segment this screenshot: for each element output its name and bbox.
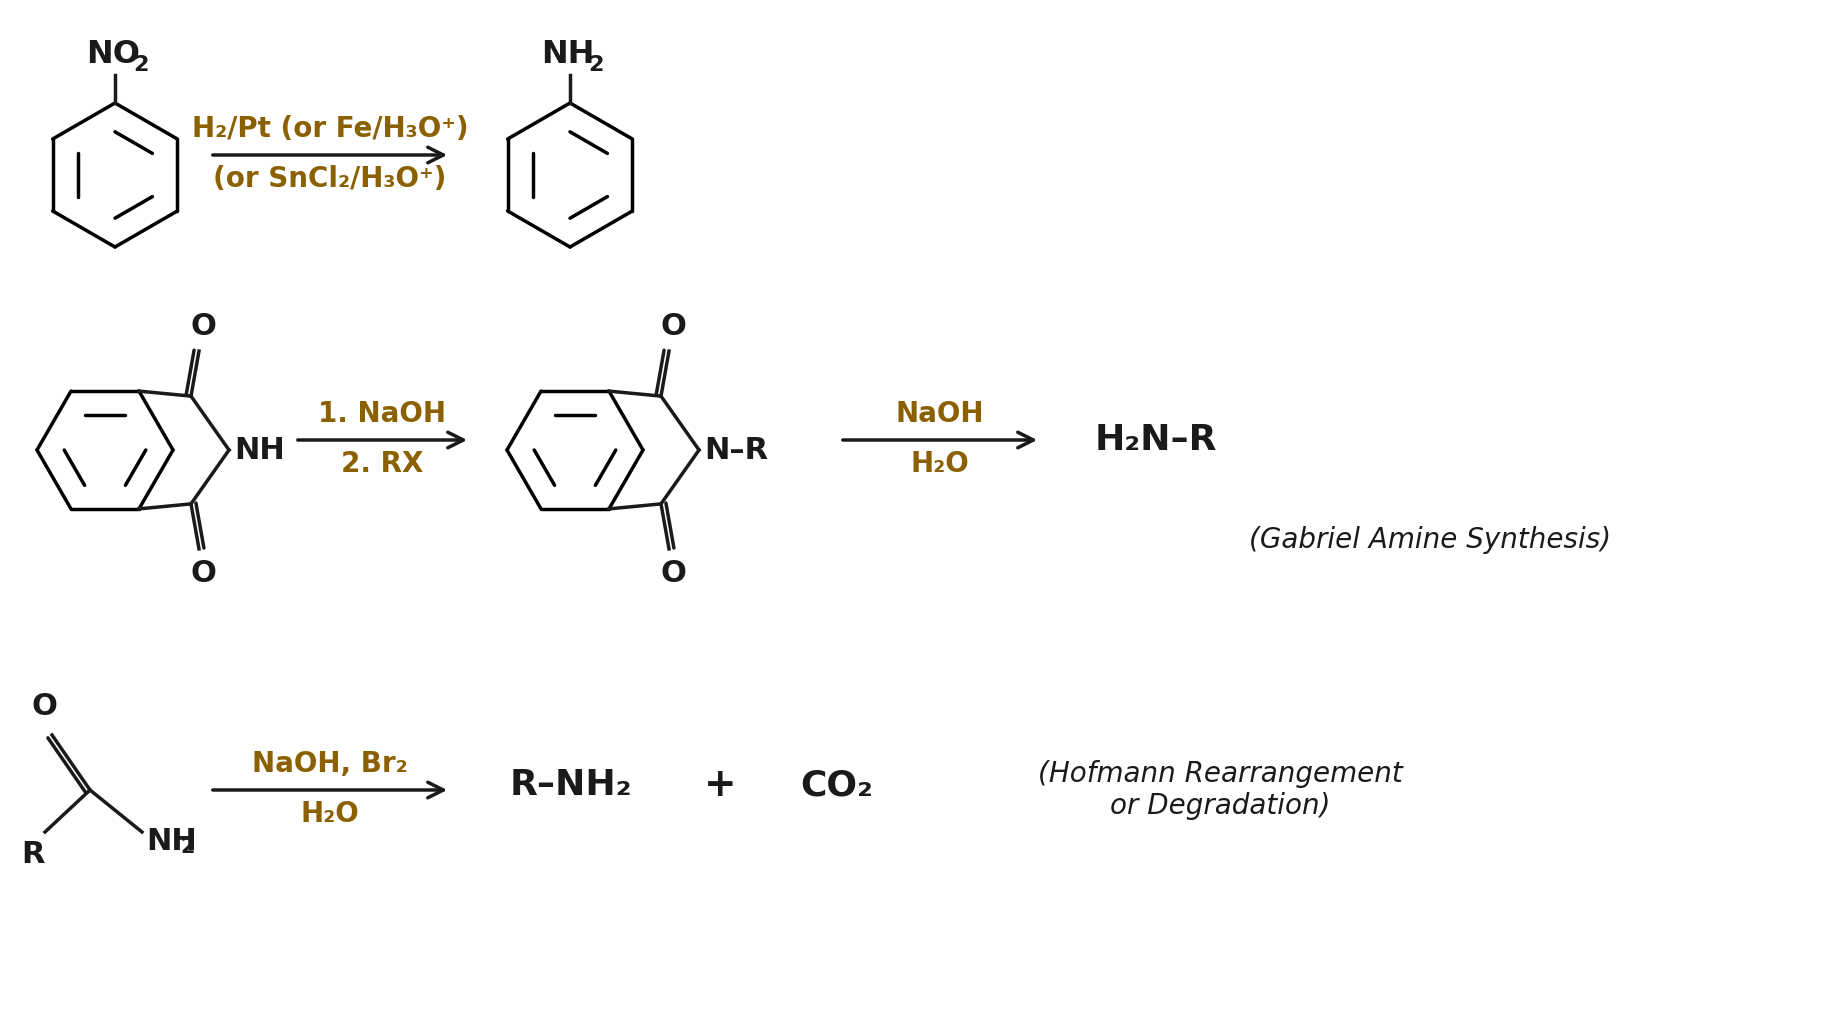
Text: H₂O: H₂O xyxy=(301,800,359,828)
Text: (Gabriel Amine Synthesis): (Gabriel Amine Synthesis) xyxy=(1249,526,1610,554)
Text: H₂O: H₂O xyxy=(911,450,970,478)
Text: +: + xyxy=(704,766,735,804)
Text: R–NH₂: R–NH₂ xyxy=(510,768,633,802)
Text: NH: NH xyxy=(541,39,594,70)
Text: H₂N–R: H₂N–R xyxy=(1095,423,1218,457)
Text: O: O xyxy=(660,312,686,341)
Text: O: O xyxy=(31,692,57,721)
Text: 2: 2 xyxy=(134,55,149,75)
Text: (Hofmann Rearrangement
or Degradation): (Hofmann Rearrangement or Degradation) xyxy=(1038,760,1403,820)
Text: (or SnCl₂/H₃O⁺): (or SnCl₂/H₃O⁺) xyxy=(213,165,447,193)
Text: O: O xyxy=(660,559,686,588)
Text: 2: 2 xyxy=(180,837,194,857)
Text: 2: 2 xyxy=(589,55,603,75)
Text: NO: NO xyxy=(86,39,139,70)
Text: N–R: N–R xyxy=(704,435,768,465)
Text: CO₂: CO₂ xyxy=(800,768,873,802)
Text: 1. NaOH: 1. NaOH xyxy=(319,400,446,428)
Text: O: O xyxy=(191,559,216,588)
Text: NaOH, Br₂: NaOH, Br₂ xyxy=(251,750,407,779)
Text: R: R xyxy=(22,840,44,869)
Text: H₂/Pt (or Fe/H₃O⁺): H₂/Pt (or Fe/H₃O⁺) xyxy=(193,115,468,143)
Text: 2. RX: 2. RX xyxy=(341,450,424,478)
Text: NaOH: NaOH xyxy=(895,400,985,428)
Text: NH: NH xyxy=(147,827,196,857)
Text: NH: NH xyxy=(235,435,284,465)
Text: O: O xyxy=(191,312,216,341)
